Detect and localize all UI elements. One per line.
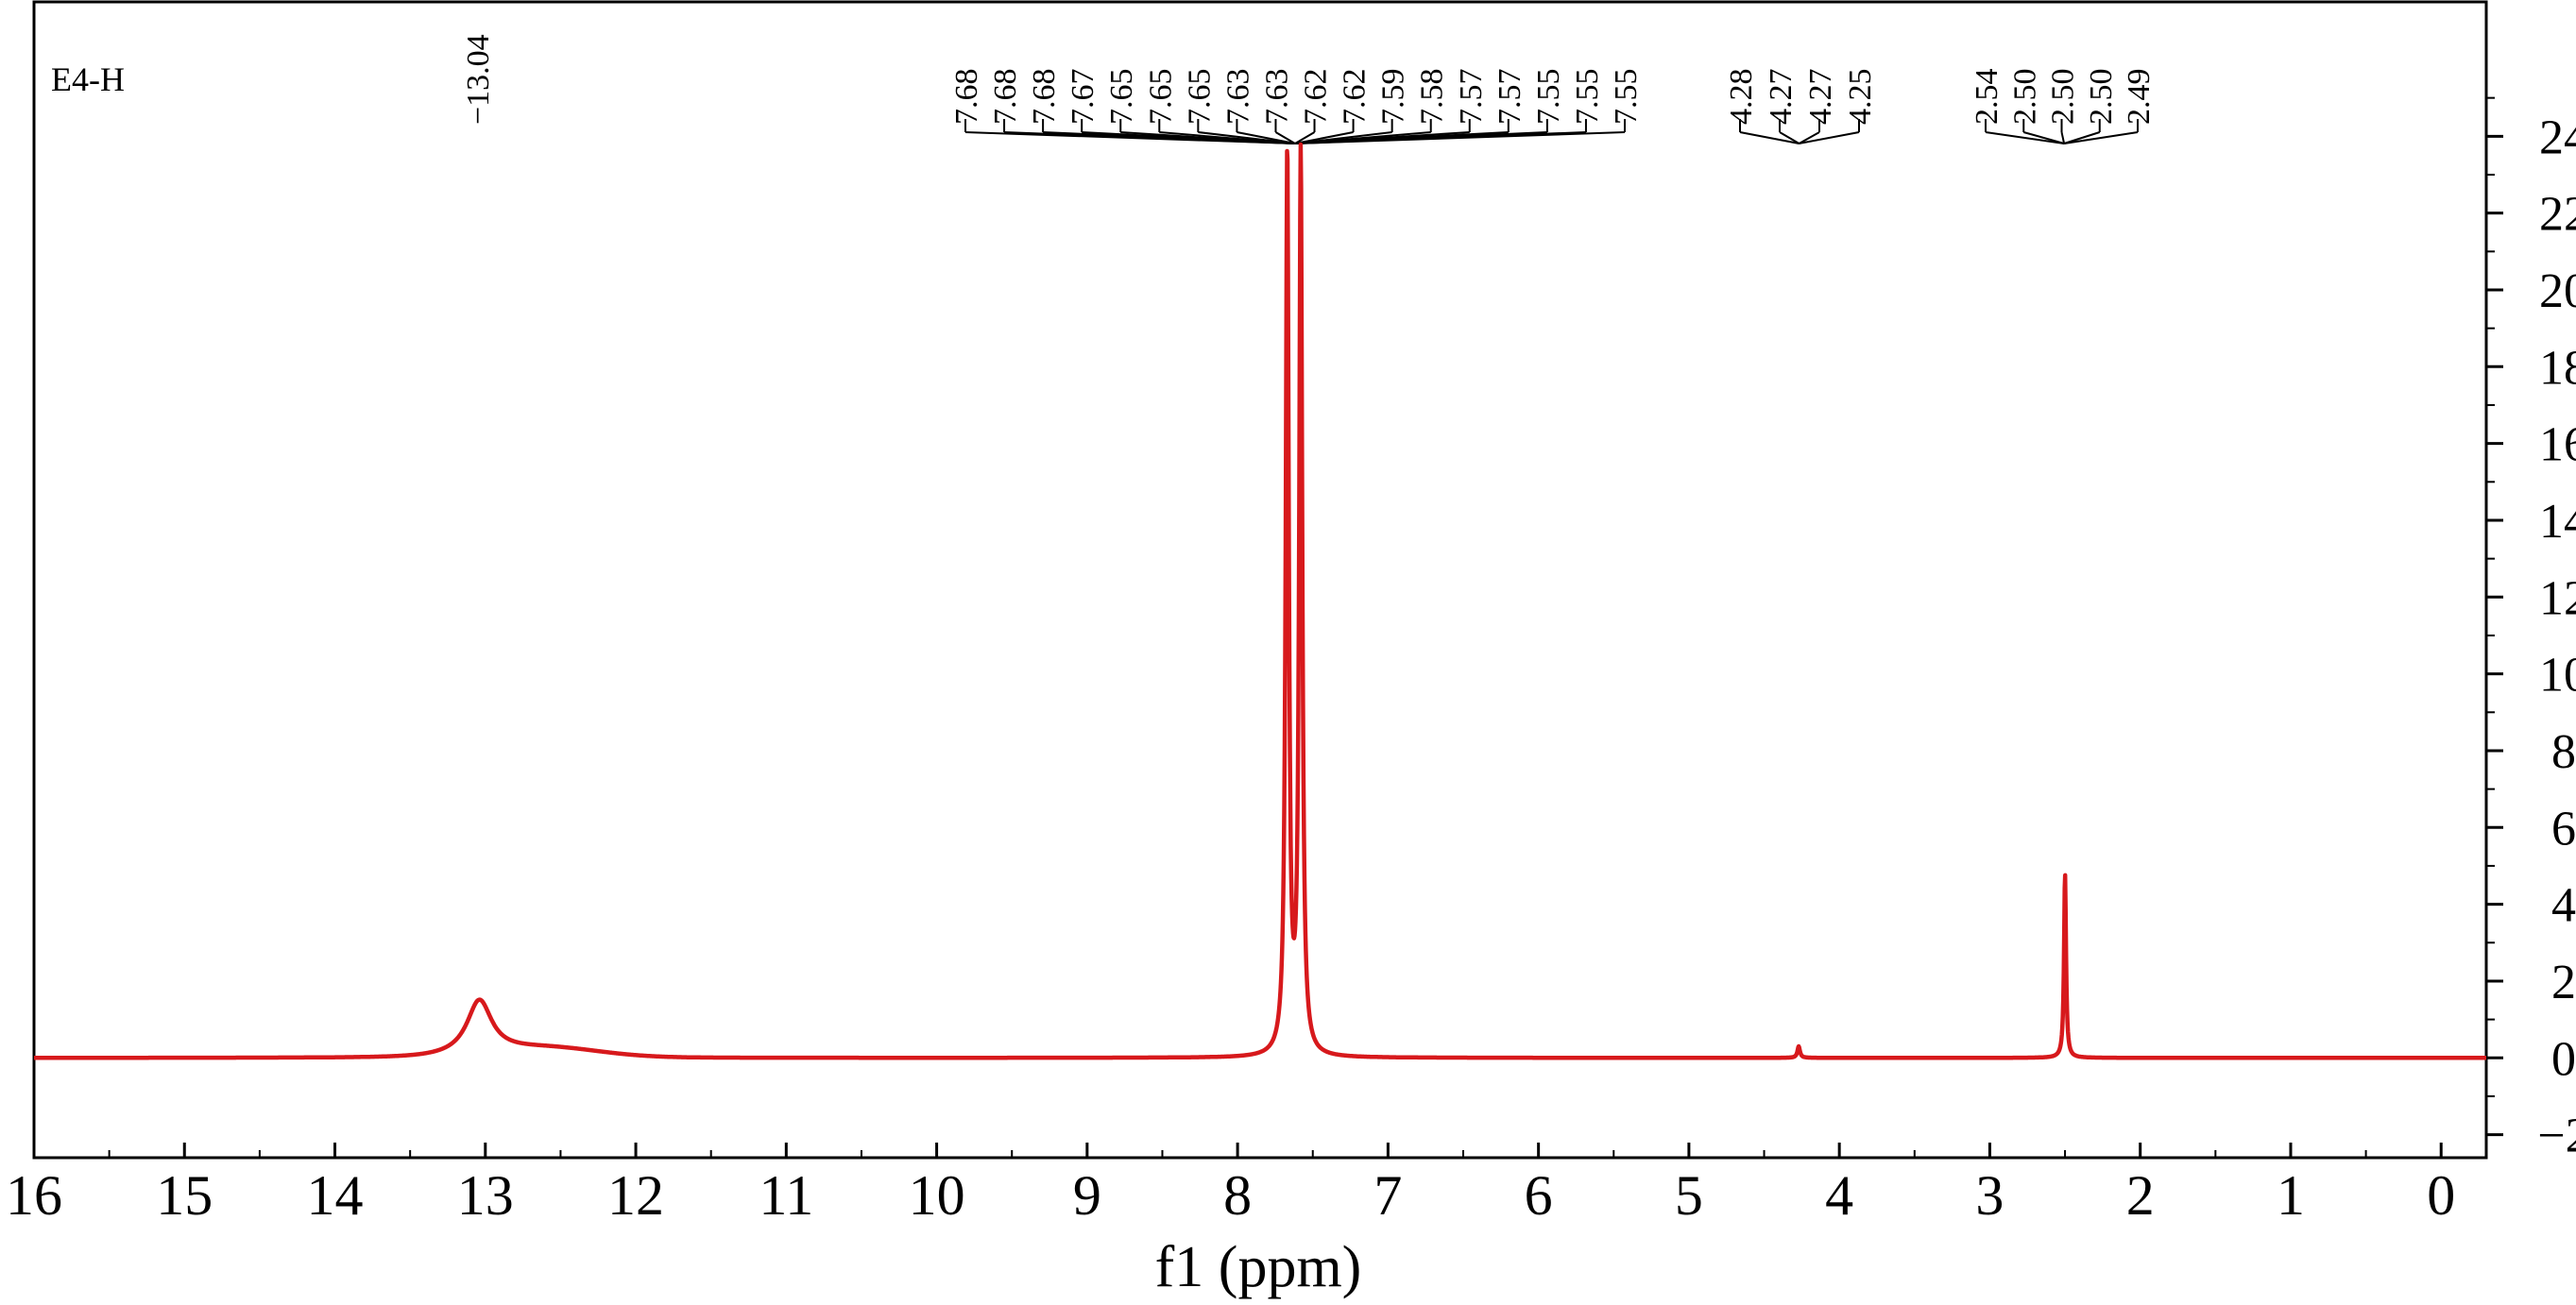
x-tick-label: 6 [1525, 1164, 1553, 1227]
peak-shift-label: 4.25 [1843, 69, 1878, 126]
x-tick-label: 9 [1073, 1164, 1101, 1227]
y-tick-label: 4 [2551, 879, 2576, 933]
peak-shift-label: 7.62 [1299, 69, 1334, 126]
x-tick-label: 12 [607, 1164, 664, 1227]
x-tick-label: 4 [1825, 1164, 1853, 1227]
y-axis: −2024681012141618202224 [2486, 96, 2576, 1163]
peak-bracket-line [1294, 131, 1316, 144]
peak-shift-label: 7.55 [1609, 69, 1644, 126]
x-tick-label: 15 [156, 1164, 213, 1227]
x-tick-label: 10 [909, 1164, 965, 1227]
peak-shift-label: 7.59 [1376, 69, 1411, 126]
y-tick-label: 12 [2539, 571, 2576, 625]
peak-shift-label: 2.50 [2084, 69, 2119, 126]
peak-shift-label: 7.65 [1143, 69, 1178, 126]
peak-bracket-line [1779, 131, 1800, 144]
peak-shift-label: 7.63 [1259, 69, 1294, 126]
x-axis-title: f1 (ppm) [1155, 1235, 1362, 1299]
y-tick-label: 0 [2551, 1032, 2576, 1086]
x-tick-label: 16 [6, 1164, 62, 1227]
peak-shift-label: 7.58 [1415, 69, 1450, 126]
x-tick-label: 14 [307, 1164, 364, 1227]
peak-shift-label: 2.54 [1970, 69, 2005, 126]
y-tick-label: 18 [2539, 341, 2576, 395]
spectrum-line [32, 142, 2488, 1060]
x-axis: 16 15 14 13 12 11 10 9 8 7 6 5 4 3 2 1 0 [6, 1143, 2455, 1227]
x-tick-label: 5 [1675, 1164, 1703, 1227]
y-tick-label: 8 [2551, 725, 2576, 779]
y-tick-label: 10 [2539, 649, 2576, 703]
peak-shift-label: 7.55 [1570, 69, 1605, 126]
y-tick-label: 20 [2539, 264, 2576, 318]
peak-bracket-line [1739, 131, 1800, 144]
peak-bracket-line [1799, 131, 1860, 144]
x-tick-label: 3 [1975, 1164, 2004, 1227]
x-tick-label: 13 [457, 1164, 514, 1227]
peak-shift-label: 7.67 [1066, 69, 1100, 126]
sample-label: E4-H [51, 60, 125, 98]
y-tick-label: 16 [2539, 418, 2576, 472]
peak-shift-label: −13.04 [461, 34, 496, 125]
peak-shift-label: 4.27 [1803, 69, 1838, 126]
peak-bracket-line [1237, 131, 1296, 144]
peak-shift-label: 7.55 [1531, 69, 1566, 126]
peak-shift-label: 7.62 [1338, 69, 1373, 126]
y-tick-label: 22 [2539, 188, 2576, 242]
y-tick-label: 24 [2539, 110, 2576, 164]
peak-shift-label: 7.68 [988, 69, 1023, 126]
peak-bracket-line [2060, 131, 2066, 144]
peak-bracket-line [2022, 131, 2065, 144]
plot-frame [32, 0, 2488, 1160]
peak-bracket-line [1799, 131, 1820, 144]
x-tick-label: 1 [2277, 1164, 2305, 1227]
peak-annotations: −13.04 7.68 7.68 7.68 7.67 7.65 7.65 7.65 7.63 7.… [461, 34, 2157, 144]
peak-shift-label: 7.57 [1493, 69, 1527, 126]
x-tick-label: 8 [1223, 1164, 1252, 1227]
x-tick-label: 2 [2126, 1164, 2155, 1227]
x-tick-label: 0 [2427, 1164, 2455, 1227]
peak-shift-label: 7.68 [1027, 69, 1062, 126]
x-tick-label: 7 [1373, 1164, 1402, 1227]
peak-shift-label: 7.63 [1220, 69, 1255, 126]
peak-shift-label: 7.65 [1104, 69, 1139, 126]
y-tick-label: 2 [2551, 956, 2576, 1009]
peak-shift-label: 4.28 [1724, 69, 1759, 126]
peak-bracket-line [2063, 131, 2139, 144]
peak-bracket-line [1294, 131, 1626, 144]
peak-shift-label: 7.68 [949, 69, 984, 126]
y-tick-label: 6 [2551, 802, 2576, 856]
peak-bracket-line [1198, 131, 1296, 144]
peak-shift-label: 2.49 [2122, 69, 2157, 126]
y-tick-label: 14 [2539, 495, 2576, 549]
peak-bracket-line [1985, 131, 2065, 144]
peak-shift-label: 2.50 [2007, 69, 2042, 126]
y-tick-label: −2 [2537, 1110, 2576, 1163]
peak-shift-label: 2.50 [2046, 69, 2081, 126]
x-tick-label: 11 [759, 1164, 813, 1227]
peak-bracket-line [1274, 131, 1296, 144]
peak-shift-label: 7.57 [1454, 69, 1489, 126]
peak-shift-label: 4.27 [1764, 69, 1799, 126]
peak-bracket-line [2063, 131, 2101, 144]
peak-shift-label: 7.65 [1182, 69, 1217, 126]
